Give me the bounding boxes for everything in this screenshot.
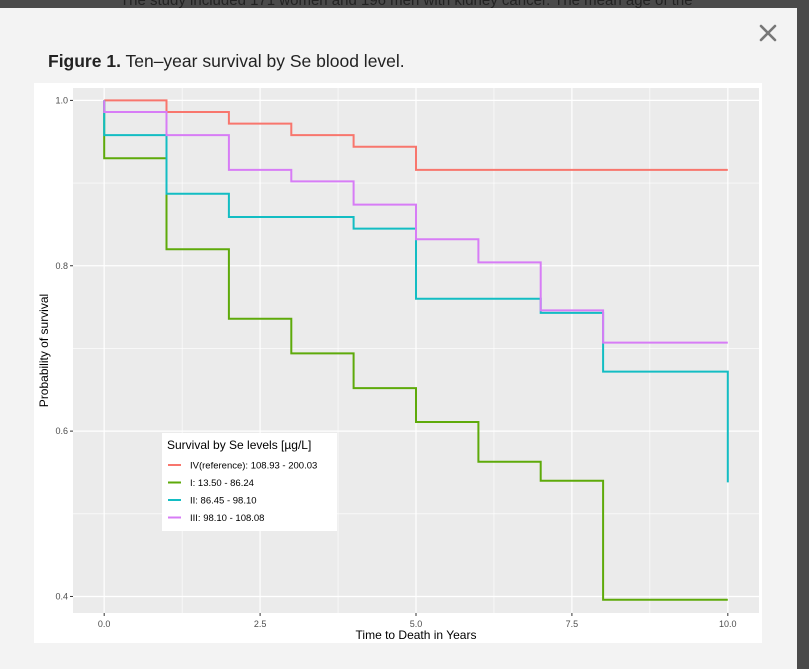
legend-label-IV: IV(reference): 108.93 - 200.03 — [190, 461, 317, 472]
y-tick-label: 0.4 — [55, 591, 68, 601]
legend-label-II: II: 86.45 - 98.10 — [190, 496, 257, 507]
legend-label-III: III: 98.10 - 108.08 — [190, 513, 264, 524]
x-axis-ticks: 0.0 2.5 5.0 7.5 10.0 — [98, 613, 737, 629]
figure-caption-text: Ten–year survival by Se blood level. — [125, 51, 405, 71]
survival-curves — [103, 99, 729, 601]
legend-items: IV(reference): 108.93 - 200.03 I: 13.50 -… — [168, 461, 317, 524]
legend-box — [162, 433, 337, 531]
legend-title: Survival by Se levels [µg/L] — [167, 438, 311, 452]
close-icon[interactable] — [755, 20, 781, 46]
y-axis-label: Probability of survival — [37, 294, 51, 407]
figure-caption: Figure 1. Ten–year survival by Se blood … — [48, 51, 405, 72]
survival-curve-III — [103, 100, 728, 344]
x-tick-label: 2.5 — [254, 619, 267, 629]
figure-caption-label: Figure 1. — [48, 51, 121, 71]
x-tick-label: 7.5 — [566, 619, 579, 629]
y-tick-label: 0.6 — [55, 426, 68, 436]
x-tick-label: 10.0 — [719, 619, 737, 629]
y-axis-ticks: 0.4 0.6 0.8 1.0 — [55, 95, 73, 601]
x-tick-label: 0.0 — [98, 619, 111, 629]
survival-curve-I — [103, 100, 728, 601]
y-tick-label: 1.0 — [55, 95, 68, 105]
background-article-text: The study included 171 women and 196 men… — [120, 0, 693, 9]
y-tick-label: 0.8 — [55, 261, 68, 271]
figure-image: 0.0 2.5 5.0 7.5 10.0 0.4 0.6 0.8 1.0 Time to De… — [34, 83, 762, 643]
x-axis-label: Time to Death in Years — [356, 628, 477, 642]
legend: Survival by Se levels [µg/L] IV(referenc… — [162, 433, 337, 531]
legend-label-I: I: 13.50 - 86.24 — [190, 478, 254, 489]
survival-curve-IV — [104, 99, 728, 171]
x-tick-label: 5.0 — [410, 619, 423, 629]
survival-chart: 0.0 2.5 5.0 7.5 10.0 0.4 0.6 0.8 1.0 Time to De… — [37, 88, 759, 642]
